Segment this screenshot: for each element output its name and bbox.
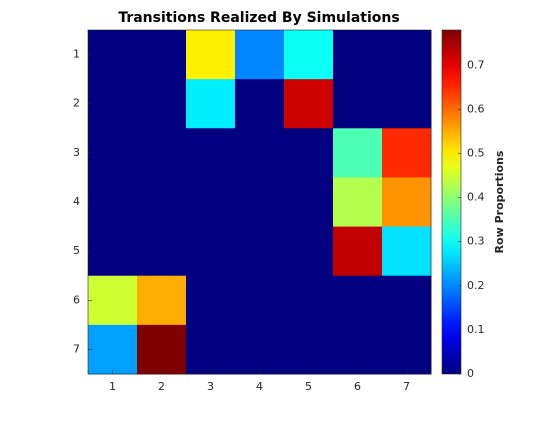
cell — [382, 275, 432, 326]
y-tick-label: 2 — [73, 97, 80, 110]
x-tick-label: 4 — [256, 380, 263, 393]
cell — [137, 128, 187, 178]
cell — [284, 177, 334, 228]
cell — [88, 226, 138, 277]
x-tick-label: 1 — [109, 380, 116, 393]
cell — [382, 128, 432, 178]
cell — [186, 128, 236, 178]
cell — [333, 177, 383, 228]
chart-title: Transitions Realized By Simulations — [118, 10, 399, 26]
cell — [88, 177, 138, 228]
cell — [382, 79, 432, 129]
colorbar-tick-label: 0.3 — [467, 235, 485, 248]
x-tick-label: 5 — [305, 380, 312, 393]
cell — [333, 128, 383, 178]
cell — [284, 79, 334, 129]
cell — [186, 79, 236, 129]
y-tick-label: 3 — [73, 146, 80, 159]
cell — [235, 226, 285, 277]
y-tick-label: 5 — [73, 244, 80, 257]
cell — [235, 30, 285, 80]
cell — [186, 275, 236, 326]
x-tick-label: 3 — [207, 380, 214, 393]
y-tick-label: 1 — [73, 48, 80, 61]
colorbar-tick-label: 0.1 — [467, 323, 485, 336]
cell — [333, 79, 383, 129]
cell — [186, 324, 236, 375]
cell — [235, 275, 285, 326]
colorbar — [441, 29, 462, 375]
colorbar-tick-label: 0.6 — [467, 102, 485, 115]
cell — [88, 30, 138, 80]
x-tick-label: 6 — [354, 380, 361, 393]
cell — [333, 275, 383, 326]
cell — [235, 79, 285, 129]
cell — [333, 30, 383, 80]
cell — [137, 226, 187, 277]
colorbar-tick-label: 0 — [467, 367, 474, 380]
cell — [235, 324, 285, 375]
cell — [382, 324, 432, 375]
y-tick-label: 4 — [73, 195, 80, 208]
cell — [186, 177, 236, 228]
colorbar-tick-label: 0.7 — [467, 58, 485, 71]
cell — [284, 324, 334, 375]
cell — [88, 324, 138, 375]
cell — [88, 128, 138, 178]
cell — [137, 324, 187, 375]
cell — [382, 30, 432, 80]
cell — [137, 30, 187, 80]
cell — [88, 275, 138, 326]
cell — [235, 177, 285, 228]
cell — [284, 226, 334, 277]
cell — [137, 177, 187, 228]
y-tick-label: 6 — [73, 293, 80, 306]
cell — [382, 226, 432, 277]
cell — [235, 128, 285, 178]
colorbar-tick-label: 0.2 — [467, 279, 485, 292]
cell — [88, 79, 138, 129]
colorbar-tick-label: 0.5 — [467, 146, 485, 159]
colorbar-tick-label: 0.4 — [467, 191, 485, 204]
cell — [284, 30, 334, 80]
cell — [186, 30, 236, 80]
cell — [284, 128, 334, 178]
cell — [186, 226, 236, 277]
cell — [284, 275, 334, 326]
x-tick-label: 2 — [158, 380, 165, 393]
cell — [333, 226, 383, 277]
cell — [333, 324, 383, 375]
cell — [137, 275, 187, 326]
x-tick-label: 7 — [403, 380, 410, 393]
cell — [137, 79, 187, 129]
y-tick-label: 7 — [73, 342, 80, 355]
colorbar-label: Row Proportions — [493, 150, 506, 253]
cell — [382, 177, 432, 228]
